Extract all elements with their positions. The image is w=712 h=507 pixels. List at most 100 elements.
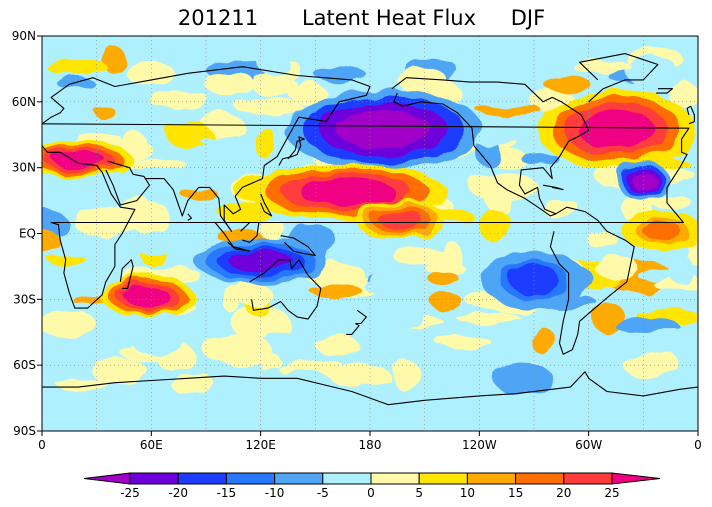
field-texture-blob [398, 68, 448, 94]
coastline [187, 213, 192, 221]
x-tick-label: 0 [694, 438, 702, 452]
y-tick-label: 90S [13, 424, 36, 438]
coastline [656, 88, 674, 94]
y-tick-label: 90N [12, 29, 36, 43]
field-texture-blob [94, 107, 117, 118]
field-texture-blob [531, 328, 557, 355]
field-texture-blob [392, 361, 422, 392]
y-axis-ticks: 90N 60N 30N EQ 30S 60S 90S [12, 29, 42, 438]
coastline [105, 160, 151, 206]
field-texture-blob [252, 73, 297, 98]
coastline [549, 206, 635, 355]
field-texture-blob [492, 149, 528, 170]
field-texture-blob [316, 69, 369, 84]
y-tick-label: 60N [12, 95, 36, 109]
colorbar-bin [515, 472, 565, 485]
y-tick-label: 30S [13, 292, 36, 306]
coastline [579, 53, 659, 103]
field-texture-blob [42, 309, 97, 339]
field-texture-blob [118, 156, 185, 168]
title-date: 201211 [178, 6, 258, 30]
field-texture-blob [49, 254, 87, 267]
coastline [543, 184, 564, 191]
field-texture-blob [642, 195, 691, 207]
title-variable: Latent Heat Flux [302, 6, 476, 30]
colorbar-bin [418, 472, 468, 485]
colorbar-tick-label: 15 [508, 486, 523, 500]
colorbar-bin [225, 472, 276, 485]
x-tick-label: 180 [359, 438, 382, 452]
field-texture-blob [125, 134, 148, 149]
coastline [42, 66, 371, 232]
coastline [42, 123, 690, 309]
field-texture-blob [457, 312, 522, 326]
lat-lon-grid [42, 36, 698, 431]
field-texture-blob [666, 82, 698, 106]
colorbar-bin [177, 472, 227, 485]
field-texture-blob [614, 318, 680, 334]
anomaly-region [299, 177, 396, 206]
x-tick-label: 60E [140, 438, 163, 452]
colorbar-tick-label: -5 [317, 486, 329, 500]
field-texture-blob [202, 333, 272, 365]
anomaly-field [42, 43, 698, 402]
colorbar-bin [370, 472, 420, 485]
field-texture-blob [170, 374, 216, 396]
x-tick-label: 120E [245, 438, 276, 452]
field-texture-blob [148, 91, 209, 108]
anomaly-region [642, 220, 681, 241]
field-texture-blob [268, 329, 294, 350]
coastline [249, 259, 322, 320]
coastline [278, 136, 305, 166]
colorbar-bin [563, 472, 613, 485]
colorbar-tick-label: 25 [604, 486, 619, 500]
field-texture-blob [128, 201, 171, 234]
map-panel [41, 35, 699, 432]
field-texture-blob [328, 365, 391, 386]
field-texture-blob [103, 45, 126, 75]
field-texture-blob [47, 60, 108, 76]
colorbar-bin [129, 472, 179, 485]
coastline [240, 221, 260, 243]
field-texture-blob [259, 352, 281, 372]
y-tick-label: 30N [12, 161, 36, 175]
colorbar-bin [274, 472, 324, 485]
title-season: DJF [511, 6, 545, 30]
field-texture-blob [594, 255, 638, 279]
field-texture-blob [285, 369, 332, 397]
colorbar: -25 -20 -15 -10 -5 0 5 10 15 20 25 [83, 472, 661, 500]
field-texture-blob [520, 154, 561, 165]
field-texture-blob [587, 231, 619, 250]
colorbar-tick-label: 0 [367, 486, 375, 500]
field-texture-blob [120, 234, 172, 254]
anomaly-region [508, 265, 560, 294]
field-texture-blob [181, 188, 219, 202]
field-texture-blob [166, 121, 213, 149]
anomaly-region [52, 149, 104, 169]
anomaly-region [577, 110, 655, 149]
field-texture-blob [91, 356, 147, 385]
coastline [214, 222, 251, 252]
coastlines [42, 53, 698, 406]
field-texture-blob [363, 300, 424, 327]
field-texture-blob [627, 55, 678, 89]
field-texture-blob [426, 269, 457, 285]
coastline [280, 235, 316, 256]
field-texture-blob [255, 127, 277, 160]
field-texture-blob [42, 230, 60, 254]
anomaly-region [335, 110, 432, 149]
colorbar-tick-label: -25 [120, 486, 140, 500]
x-tick-label: 120W [462, 438, 497, 452]
colorbar-tick-label: 10 [460, 486, 475, 500]
field-texture-blob [368, 266, 405, 297]
field-texture-blob [257, 218, 284, 238]
coastline [260, 193, 273, 217]
field-texture-blob [199, 134, 249, 146]
x-axis-ticks: 0 60E 120E 180 120W 60W 0 [38, 431, 702, 452]
field-texture-blob [311, 284, 364, 300]
field-texture-blob [56, 380, 112, 391]
coastline [391, 77, 590, 217]
field-texture-blob [493, 363, 554, 395]
coastline [119, 259, 134, 289]
